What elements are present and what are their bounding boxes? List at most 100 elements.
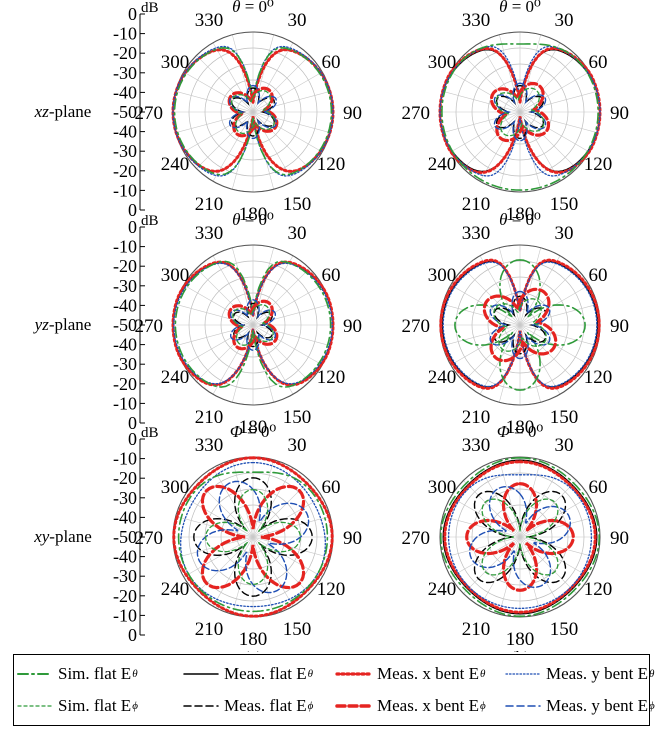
db-tick-label: -50 [113, 527, 137, 547]
angle-label: 60 [589, 477, 608, 498]
polar-panel: 330 30 300 60 270 90 240 120 210 150 180 θ = 0⁰ [402, 210, 630, 438]
db-tick-label: -30 [113, 63, 137, 83]
pattern-curve-simPhi [481, 498, 559, 576]
pattern-curve-yPhi [493, 82, 547, 142]
top-angle-label: Φ = 0⁰ [497, 422, 544, 441]
angle-label: 240 [428, 579, 457, 600]
angle-label: 60 [322, 265, 341, 286]
legend-line-sample [17, 705, 53, 707]
angle-label: 330 [462, 223, 491, 244]
top-angle-label: θ = 0⁰ [232, 0, 274, 16]
pattern-curve-simTheta [439, 456, 601, 618]
pattern-curve-measPhi [193, 477, 313, 597]
db-tick-label: -30 [113, 354, 137, 374]
angle-label: 270 [402, 528, 431, 549]
pattern-curve-xPhi [227, 299, 279, 351]
row-label: xy-plane [33, 527, 92, 546]
legend-subscript: ϕ [479, 700, 486, 712]
legend-label: Meas. y bent E [546, 664, 648, 683]
angle-label: 120 [584, 367, 613, 388]
angle-label: 180 [239, 204, 268, 225]
pattern-curve-yTheta [173, 262, 333, 385]
angle-label: 270 [135, 103, 164, 124]
angle-label: 150 [550, 407, 579, 428]
db-unit-label: dB [141, 425, 159, 441]
db-tick-label: 0 [128, 413, 137, 433]
angle-label: 180 [506, 629, 535, 650]
db-tick-label: -40 [113, 122, 137, 142]
legend-subscript: ϕ [132, 700, 138, 712]
angle-label: 270 [135, 316, 164, 337]
db-tick-label: -40 [113, 507, 137, 527]
db-tick-label: -50 [113, 315, 137, 335]
legend-subscript: θ [479, 668, 486, 680]
db-tick-label: -10 [113, 237, 137, 257]
pattern-curve-yPhi [489, 290, 551, 360]
pattern-curve-simPhi [493, 298, 547, 352]
angle-label: 180 [506, 204, 535, 225]
legend-label: Sim. flat E [58, 696, 132, 715]
pattern-curve-xTheta [439, 258, 601, 390]
pattern-curve-simTheta [173, 46, 333, 176]
angle-label: 90 [343, 103, 362, 124]
angle-label: 300 [161, 477, 190, 498]
angle-label: 240 [161, 367, 190, 388]
angle-label: 210 [195, 407, 224, 428]
panel-label: (a) [244, 648, 263, 652]
pattern-curve-simTheta [177, 471, 329, 613]
top-angle-label: θ = 0⁰ [499, 210, 541, 229]
angle-label: 90 [343, 316, 362, 337]
db-tick-label: 0 [128, 200, 137, 220]
db-tick-label: -30 [113, 141, 137, 161]
pattern-curve-simPhi [495, 87, 545, 137]
row-label: xz-plane [34, 102, 92, 121]
db-tick-label: -50 [113, 102, 137, 122]
pattern-curve-xPhi [465, 482, 575, 592]
db-tick-label: -10 [113, 605, 137, 625]
pattern-curve-simPhi [204, 488, 302, 586]
angle-label: 60 [322, 52, 341, 73]
angle-label: 330 [195, 10, 224, 31]
angle-label: 90 [610, 528, 629, 549]
db-tick-label: -10 [113, 180, 137, 200]
pattern-curve-yTheta [442, 261, 598, 388]
pattern-curve-measPhi [230, 87, 276, 137]
db-tick-label: -40 [113, 82, 137, 102]
angle-label: 90 [343, 528, 362, 549]
polar-panel: 330 30 300 60 270 90 240 120 210 150 180 Φ = 0⁰ (a) [135, 422, 363, 652]
angle-label: 120 [584, 579, 613, 600]
db-tick-label: -40 [113, 547, 137, 567]
angle-label: 60 [589, 52, 608, 73]
legend-label: Meas. flat E [224, 664, 307, 683]
angle-label: 30 [555, 435, 574, 456]
db-tick-label: 0 [128, 625, 137, 645]
top-angle-label: θ = 0⁰ [499, 0, 541, 16]
pattern-curve-simTheta [174, 260, 332, 388]
db-tick-label: -20 [113, 256, 137, 276]
pattern-curve-yTheta [447, 474, 593, 610]
db-tick-label: -30 [113, 488, 137, 508]
legend-label: Sim. flat E [58, 664, 132, 683]
angle-label: 150 [283, 194, 312, 215]
angle-label: 180 [239, 629, 268, 650]
angle-label: 150 [550, 619, 579, 640]
pattern-curve-yPhi [230, 299, 276, 351]
angle-label: 210 [195, 619, 224, 640]
db-unit-label: dB [141, 213, 159, 229]
angle-label: 120 [317, 367, 346, 388]
legend-subscript: ϕ [307, 700, 314, 712]
angle-label: 30 [555, 223, 574, 244]
db-tick-label: 0 [128, 429, 137, 449]
angle-label: 240 [428, 154, 457, 175]
db-tick-label: -20 [113, 43, 137, 63]
angle-label: 180 [239, 417, 268, 438]
legend-line-sample [335, 704, 373, 708]
legend-line-sample [183, 673, 219, 675]
